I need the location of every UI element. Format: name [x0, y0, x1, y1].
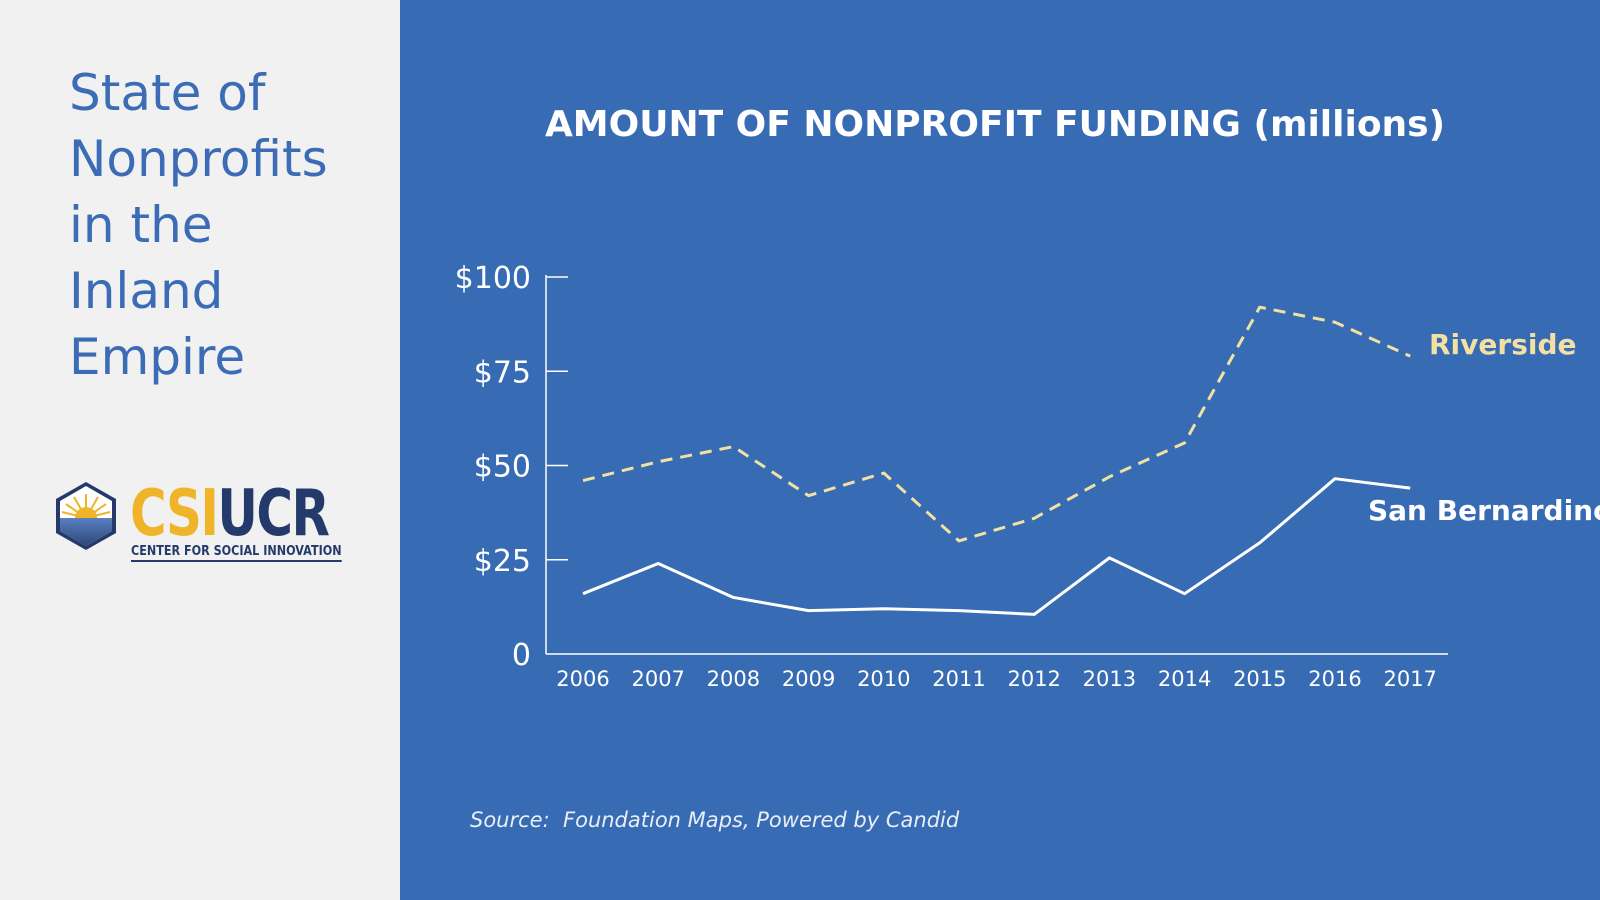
x-tick-label: 2012	[1007, 667, 1060, 691]
x-tick-label: 2008	[707, 667, 760, 691]
x-tick-label: 2017	[1383, 667, 1436, 691]
x-tick-label: 2016	[1308, 667, 1361, 691]
x-tick-label: 2007	[631, 667, 684, 691]
x-axis-labels: 2006 2007 2008 2009 2010 2011 2012 2013 2014 2015…	[556, 667, 1437, 691]
x-tick-label: 2011	[932, 667, 985, 691]
chart-panel: AMOUNT OF NONPROFIT FUNDING (millions)	[400, 0, 1600, 900]
logo-wordmark-csi: CSI	[130, 477, 219, 551]
y-axis-labels: 0 $25 $50 $75 $100	[455, 261, 531, 673]
chart-title: AMOUNT OF NONPROFIT FUNDING (millions)	[544, 104, 1446, 145]
page-title: State of Nonprofits in the Inland Empire	[69, 60, 328, 390]
funding-line-chart: 0$25$50$75$100 2006 2007 2008 2009 2010 2011 2…	[455, 261, 1600, 691]
series-label-riverside: Riverside	[1429, 328, 1577, 361]
title-line: Nonprofits	[69, 130, 328, 188]
series-labels: Riverside San Bernardino	[1368, 328, 1600, 527]
x-tick-label: 2013	[1083, 667, 1136, 691]
logo-wordmark: CSIUCR	[130, 474, 330, 554]
y-tick-label: 0	[512, 638, 531, 673]
chart-series	[582, 305, 1411, 616]
source-note: Source: Foundation Maps, Powered by Cand…	[470, 808, 960, 832]
y-tick-label: $25	[474, 544, 531, 579]
x-tick-label: 2010	[857, 667, 910, 691]
sunrise-hexagon-icon	[56, 482, 116, 550]
y-tick-label: $75	[474, 355, 531, 390]
series-line-riverside	[582, 305, 1411, 543]
logo-wordmark-ucr: UCR	[217, 477, 329, 551]
x-tick-label: 2009	[782, 667, 835, 691]
series-label-san-bernardino: San Bernardino	[1368, 494, 1600, 527]
x-tick-label: 2014	[1158, 667, 1211, 691]
series-line-san-bernardino	[582, 477, 1411, 616]
x-tick-label: 2015	[1233, 667, 1286, 691]
title-line: State of	[69, 64, 266, 122]
y-tick-label: $50	[474, 450, 531, 485]
csi-ucr-logo: CSIUCR CENTER FOR SOCIAL INNOVATION	[54, 477, 344, 570]
chart-axes	[545, 275, 1448, 655]
y-tick-label: $100	[455, 261, 531, 296]
logo-tagline: CENTER FOR SOCIAL INNOVATION	[131, 544, 342, 562]
title-line: in the	[69, 196, 213, 254]
x-tick-label: 2006	[556, 667, 609, 691]
sidebar: State of Nonprofits in the Inland Empire	[0, 0, 400, 900]
title-line: Empire	[69, 328, 246, 386]
title-line: Inland	[69, 262, 224, 320]
